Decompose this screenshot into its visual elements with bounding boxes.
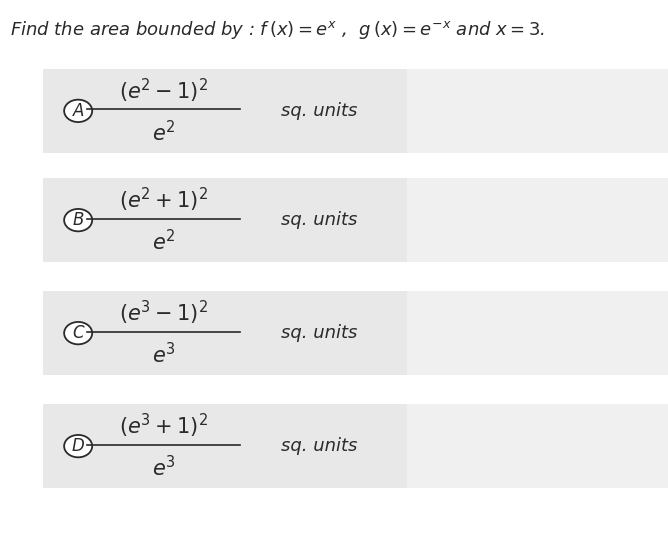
Text: Find the area bounded by : $f\,(x) =e^{x}$ ,  $g\,(x) =e^{-x}$ and $x=3$.: Find the area bounded by : $f\,(x) =e^{x… <box>10 19 545 41</box>
Text: $\mathit{(e^{3}-1)^{2}}$: $\mathit{(e^{3}-1)^{2}}$ <box>119 299 208 327</box>
Text: A: A <box>72 102 84 120</box>
FancyBboxPatch shape <box>407 69 668 153</box>
FancyBboxPatch shape <box>43 178 407 262</box>
FancyBboxPatch shape <box>407 178 668 262</box>
Text: $\mathit{e^{3}}$: $\mathit{e^{3}}$ <box>152 342 176 367</box>
FancyBboxPatch shape <box>43 291 407 375</box>
Circle shape <box>64 322 92 344</box>
Text: $\mathit{e^{3}}$: $\mathit{e^{3}}$ <box>152 455 176 480</box>
Text: D: D <box>71 437 85 455</box>
Text: C: C <box>72 324 84 342</box>
Text: sq. units: sq. units <box>281 211 357 229</box>
Text: $\mathit{(e^{2}+1)^{2}}$: $\mathit{(e^{2}+1)^{2}}$ <box>119 186 208 214</box>
Circle shape <box>64 435 92 457</box>
Text: $\mathit{(e^{3}+1)^{2}}$: $\mathit{(e^{3}+1)^{2}}$ <box>119 412 208 440</box>
FancyBboxPatch shape <box>43 69 407 153</box>
Text: sq. units: sq. units <box>281 437 357 455</box>
Text: sq. units: sq. units <box>281 102 357 120</box>
Text: $\mathit{e^{2}}$: $\mathit{e^{2}}$ <box>152 119 176 145</box>
Circle shape <box>64 209 92 231</box>
Text: sq. units: sq. units <box>281 324 357 342</box>
Text: $\mathit{(e^{2}-1)^{2}}$: $\mathit{(e^{2}-1)^{2}}$ <box>119 77 208 104</box>
FancyBboxPatch shape <box>43 404 407 488</box>
Circle shape <box>64 100 92 122</box>
Text: $\mathit{e^{2}}$: $\mathit{e^{2}}$ <box>152 229 176 254</box>
FancyBboxPatch shape <box>407 404 668 488</box>
FancyBboxPatch shape <box>407 291 668 375</box>
Text: B: B <box>72 211 84 229</box>
